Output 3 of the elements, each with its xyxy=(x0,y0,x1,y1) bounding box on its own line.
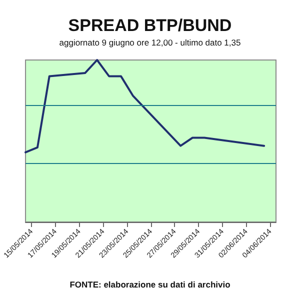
source-note: FONTE: elaborazione su dati di archivio xyxy=(70,280,230,290)
chart-subtitle: aggiornato 9 giugno ore 12,00 - ultimo dato 1,35 xyxy=(59,38,241,48)
chart-title: SPREAD BTP/BUND xyxy=(68,16,232,35)
